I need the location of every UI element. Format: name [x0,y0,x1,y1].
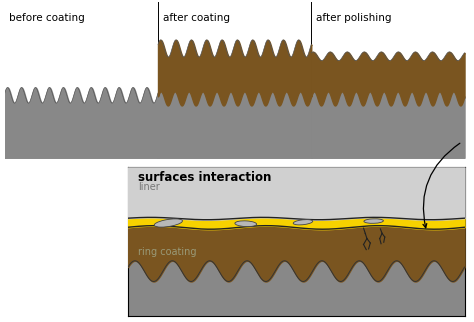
Ellipse shape [293,220,313,225]
Text: after coating: after coating [163,13,229,23]
Ellipse shape [154,219,182,227]
Text: surfaces interaction: surfaces interaction [138,171,272,184]
Text: ring coating: ring coating [138,247,197,257]
Text: after polishing: after polishing [316,13,392,23]
Text: liner: liner [138,182,160,192]
Text: ring: ring [138,296,157,306]
FancyArrowPatch shape [423,143,460,228]
Ellipse shape [235,221,256,227]
Ellipse shape [364,219,383,223]
Text: before coating: before coating [9,13,85,23]
